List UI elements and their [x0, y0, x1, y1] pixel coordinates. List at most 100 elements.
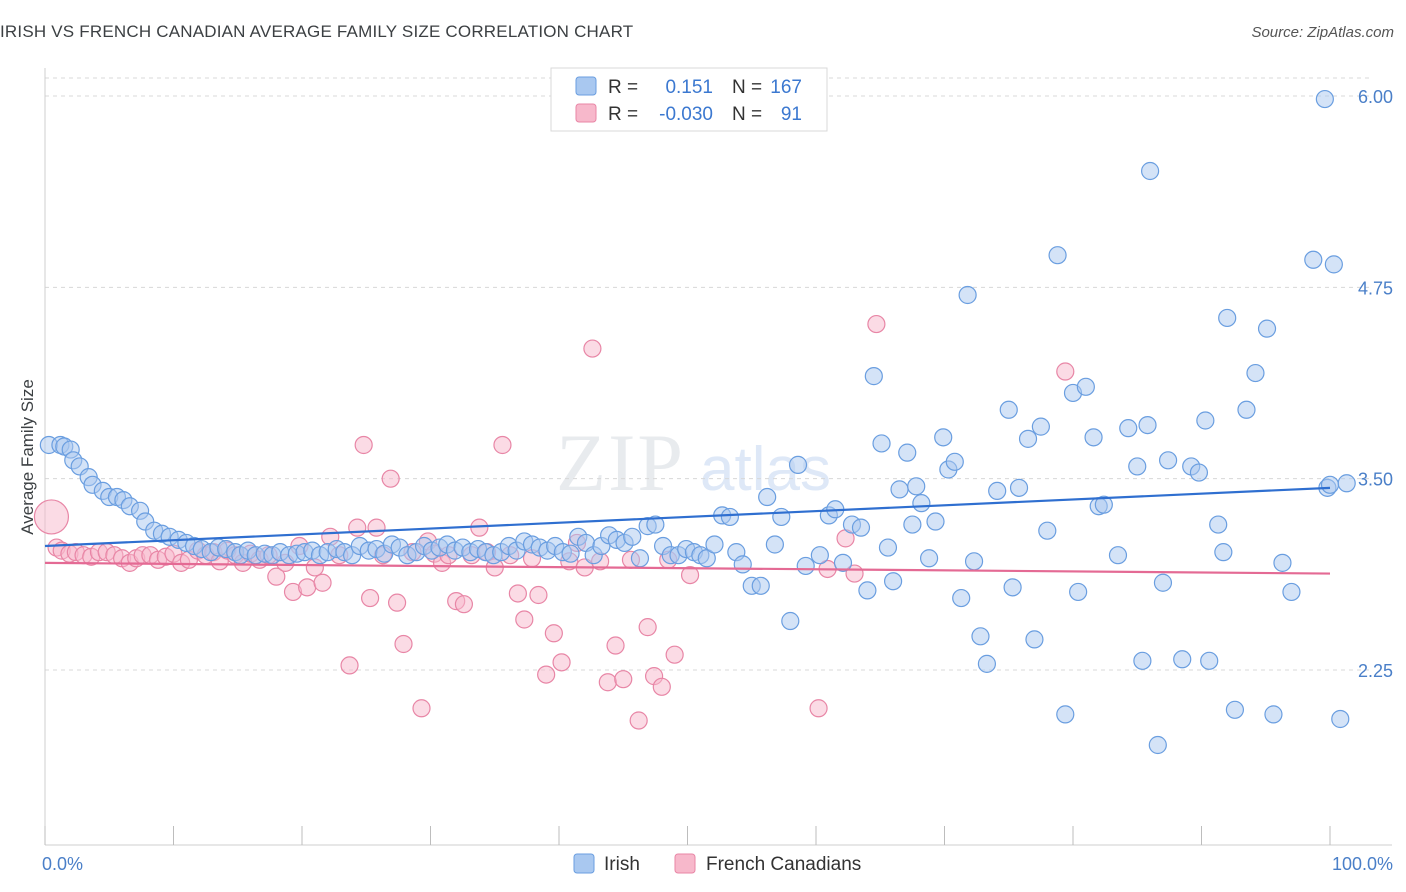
irish-point — [1315, 89, 1334, 109]
legend-n-label-irish: N = — [732, 77, 762, 98]
legend-r-value-irish: 0.151 — [665, 77, 713, 98]
irish-point — [1048, 246, 1067, 265]
x-tick-labels: 0.0% 100.0% — [42, 854, 1393, 874]
french-canadians-point — [267, 567, 286, 586]
irish-points — [39, 89, 1356, 755]
irish-point — [919, 549, 939, 568]
irish-point — [926, 512, 945, 531]
french-canadians-point — [652, 677, 671, 696]
y-tick-label: 6.00 — [1358, 87, 1393, 107]
french-canadians-point — [867, 314, 886, 334]
irish-point — [733, 555, 752, 574]
irish-point — [1153, 573, 1173, 592]
irish-point — [796, 556, 815, 576]
legend-n-label-french-canadians: N = — [732, 104, 762, 125]
legend-r-label-irish: R = — [608, 77, 638, 98]
irish-point — [1069, 582, 1088, 602]
french-canadians-point — [629, 711, 648, 730]
irish-point — [561, 544, 580, 563]
irish-point — [1282, 582, 1301, 602]
irish-point — [788, 455, 808, 474]
irish-point — [1337, 474, 1356, 493]
irish-point — [964, 552, 984, 571]
french-canadians-point — [1056, 362, 1075, 381]
irish-point — [1246, 363, 1265, 383]
irish-trend-line — [44, 486, 1331, 548]
x-tick-label: 0.0% — [42, 854, 83, 874]
irish-point — [1304, 250, 1323, 269]
french-canadians-point — [537, 665, 556, 684]
irish-point — [751, 576, 770, 595]
irish-point — [1038, 521, 1057, 540]
irish-point — [1324, 255, 1343, 274]
legend-r-value-french-canadians: -0.030 — [659, 104, 713, 125]
irish-point — [1128, 457, 1147, 476]
french-canadians-point — [387, 593, 407, 612]
irish-point — [1003, 578, 1022, 597]
french-canadians-point — [348, 518, 367, 537]
irish-point — [898, 443, 917, 462]
irish-point — [1196, 411, 1215, 430]
irish-point — [851, 518, 871, 537]
irish-point — [952, 588, 971, 608]
irish-point — [907, 477, 926, 496]
legend-swatch-french-canadians — [575, 103, 597, 123]
french-canadians-trend-line — [44, 561, 1331, 575]
legend-n-value-french-canadians: 91 — [781, 104, 802, 125]
irish-point — [1148, 735, 1167, 755]
irish-point — [988, 481, 1007, 501]
irish-point — [1084, 428, 1103, 447]
irish-point — [1264, 705, 1283, 724]
irish-point — [1237, 400, 1256, 419]
y-axis-title: Average Family Size — [18, 379, 37, 535]
irish-point — [1076, 377, 1095, 396]
french-canadians-point — [298, 578, 317, 597]
french-canadians-point — [454, 595, 474, 614]
irish-point — [1025, 630, 1044, 649]
irish-point — [1138, 415, 1157, 435]
axes — [44, 68, 1392, 846]
irish-point — [903, 515, 922, 534]
irish-point — [1225, 700, 1245, 719]
french-canadians-point — [515, 610, 534, 629]
irish-point — [720, 507, 740, 527]
irish-point — [1257, 319, 1277, 338]
french-canadians-point — [598, 673, 617, 692]
irish-point — [1173, 650, 1192, 669]
irish-point — [858, 581, 877, 600]
irish-point — [697, 549, 716, 568]
legend-n-value-irish: 167 — [770, 77, 802, 98]
irish-point — [1214, 543, 1233, 562]
irish-point — [1133, 651, 1152, 670]
irish-point — [1094, 495, 1113, 514]
bottom-legend-swatch-irish — [573, 853, 595, 874]
irish-point — [1218, 308, 1237, 328]
irish-point — [1018, 429, 1038, 448]
irish-point — [1140, 161, 1160, 181]
irish-point — [1273, 553, 1292, 572]
irish-point — [1320, 475, 1340, 494]
irish-point — [781, 611, 800, 631]
french-canadians-point — [544, 624, 563, 643]
irish-point — [1158, 451, 1178, 470]
chart-title: IRISH VS FRENCH CANADIAN AVERAGE FAMILY … — [0, 22, 634, 41]
source-credit: Source: ZipAtlas.com — [1251, 24, 1394, 41]
irish-point — [912, 494, 931, 513]
irish-point — [890, 480, 909, 499]
french-canadians-point — [809, 699, 828, 718]
french-canadians-point — [680, 565, 700, 585]
irish-point — [1031, 417, 1050, 436]
gridlines — [45, 77, 1370, 671]
french-canadians-point — [552, 653, 571, 672]
french-canadians-point — [313, 573, 332, 592]
irish-point — [1056, 705, 1075, 724]
irish-point — [864, 367, 883, 386]
french-canadians-point — [665, 645, 684, 664]
legend-swatch-irish — [575, 76, 597, 96]
irish-point — [1331, 709, 1350, 729]
french-canadians-point — [33, 499, 70, 535]
correlation-legend: R = 0.151 N = 167 R = -0.030 N = 91 — [550, 67, 828, 132]
french-canadians-point — [606, 636, 625, 655]
y-tick-label: 2.25 — [1358, 661, 1393, 681]
